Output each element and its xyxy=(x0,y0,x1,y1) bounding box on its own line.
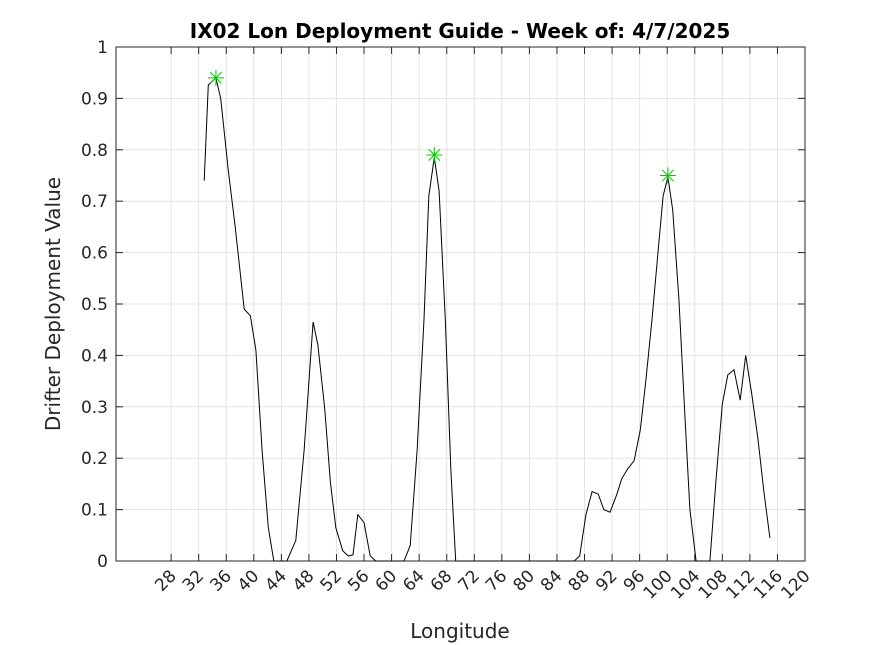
star-marker xyxy=(426,146,443,163)
y-tick-label: 0.1 xyxy=(81,501,108,521)
y-tick-label: 0.5 xyxy=(81,295,108,315)
y-tick-label: 1 xyxy=(97,38,108,58)
data-line xyxy=(203,76,771,562)
y-tick-label: 0.8 xyxy=(81,141,108,161)
y-tick-label: 0.2 xyxy=(81,449,108,469)
y-axis-label: Drifter Deployment Value xyxy=(41,177,65,431)
y-tick-label: 0.3 xyxy=(81,398,108,418)
y-tick-label: 0.7 xyxy=(81,192,108,212)
y-tick-label: 0 xyxy=(97,552,108,572)
chart-title: IX02 Lon Deployment Guide - Week of: 4/7… xyxy=(190,19,731,43)
y-tick-label: 0.9 xyxy=(81,89,108,109)
x-axis-label: Longitude xyxy=(410,619,509,643)
y-tick-label: 0.4 xyxy=(81,346,108,366)
y-tick-label: 0.6 xyxy=(81,244,108,264)
star-marker xyxy=(659,167,676,184)
star-marker xyxy=(207,69,224,86)
